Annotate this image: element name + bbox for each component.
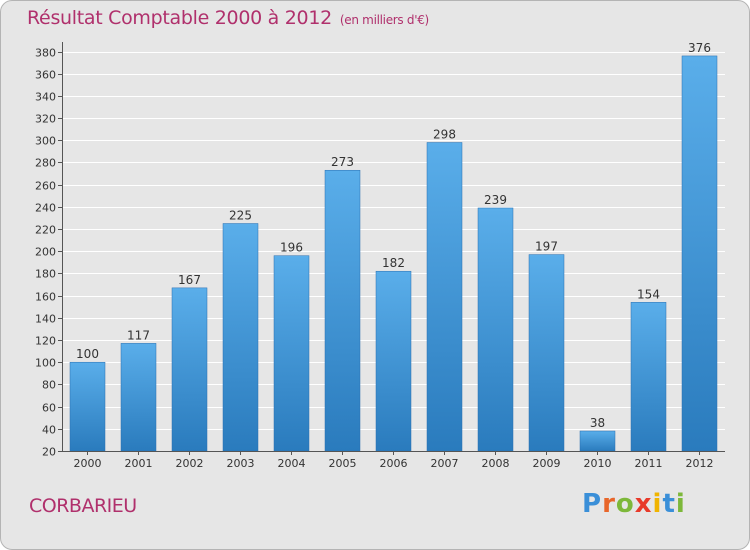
bar-2006 (375, 270, 412, 452)
x-tick-label: 2011 (635, 457, 663, 470)
chart-unit: (en milliers d'€) (339, 13, 429, 27)
data-label: 197 (535, 240, 558, 254)
bar-2009 (528, 254, 565, 452)
x-tick-label: 2002 (176, 457, 204, 470)
x-tick-label: 2001 (125, 457, 153, 470)
y-tick-label: 140 (35, 313, 56, 326)
bar-2010 (579, 430, 616, 452)
bar-2011 (630, 302, 667, 452)
y-tick-label: 100 (35, 357, 56, 370)
y-tick-label: 320 (35, 113, 56, 126)
axes: 20 40 60 80 100 120 140 160 180 200 220 240 260 280 30… (35, 42, 725, 470)
y-tick-label: 160 (35, 291, 56, 304)
x-tick-label: 2004 (278, 457, 306, 470)
y-tick-label: 380 (35, 47, 56, 60)
y-tick-label: 340 (35, 91, 56, 104)
data-label: 182 (382, 256, 405, 270)
data-label: 273 (331, 155, 354, 169)
commune-name: CORBARIEU (29, 495, 137, 517)
data-label: 298 (433, 127, 456, 141)
data-label: 196 (280, 241, 303, 255)
bar-2002 (171, 287, 208, 452)
y-tick-label: 80 (42, 379, 56, 392)
x-tick-label: 2007 (431, 457, 459, 470)
y-tick-label: 220 (35, 224, 56, 237)
y-tick-label: 360 (35, 69, 56, 82)
x-tick-label: 2009 (533, 457, 561, 470)
y-tick-label: 300 (35, 135, 56, 148)
y-tick-label: 280 (35, 157, 56, 170)
y-tick-label: 260 (35, 180, 56, 193)
x-tick-label: 2012 (686, 457, 714, 470)
bar-2007 (426, 142, 463, 452)
bar-2005 (324, 169, 361, 452)
data-label: 100 (76, 347, 99, 361)
y-tick-label: 60 (42, 402, 56, 415)
data-label: 239 (484, 193, 507, 207)
bar-2003 (222, 223, 259, 452)
data-label: 154 (637, 287, 660, 301)
bars: 100 117 167 225 196 273 182 298 239 197 38 154 376 (69, 41, 718, 452)
x-tick-label: 2008 (482, 457, 510, 470)
y-tick-label: 240 (35, 202, 56, 215)
x-tick-label: 2010 (584, 457, 612, 470)
bar-2004 (273, 255, 310, 452)
chart-title-block: Résultat Comptable 2000 à 2012 (en millie… (27, 7, 429, 29)
data-label: 376 (688, 41, 711, 55)
data-label: 38 (590, 416, 605, 430)
x-tick-label: 2000 (74, 457, 102, 470)
y-tick-label: 120 (35, 335, 56, 348)
x-tick-label: 2003 (227, 457, 255, 470)
y-tick-label: 20 (42, 446, 56, 459)
y-tick-label: 200 (35, 246, 56, 259)
y-tick-label: 180 (35, 268, 56, 281)
x-tick-label: 2006 (380, 457, 408, 470)
chart-title: Résultat Comptable 2000 à 2012 (27, 7, 332, 29)
bar-2001 (120, 343, 157, 452)
proxiti-logo: Proxiti (582, 489, 686, 519)
x-tick-label: 2005 (329, 457, 357, 470)
bar-2000 (69, 361, 106, 452)
data-label: 225 (229, 209, 252, 223)
bar-2012 (681, 55, 718, 452)
data-label: 167 (178, 273, 201, 287)
data-label: 117 (127, 328, 150, 342)
y-tick-label: 40 (42, 424, 56, 437)
bar-2008 (477, 207, 514, 452)
